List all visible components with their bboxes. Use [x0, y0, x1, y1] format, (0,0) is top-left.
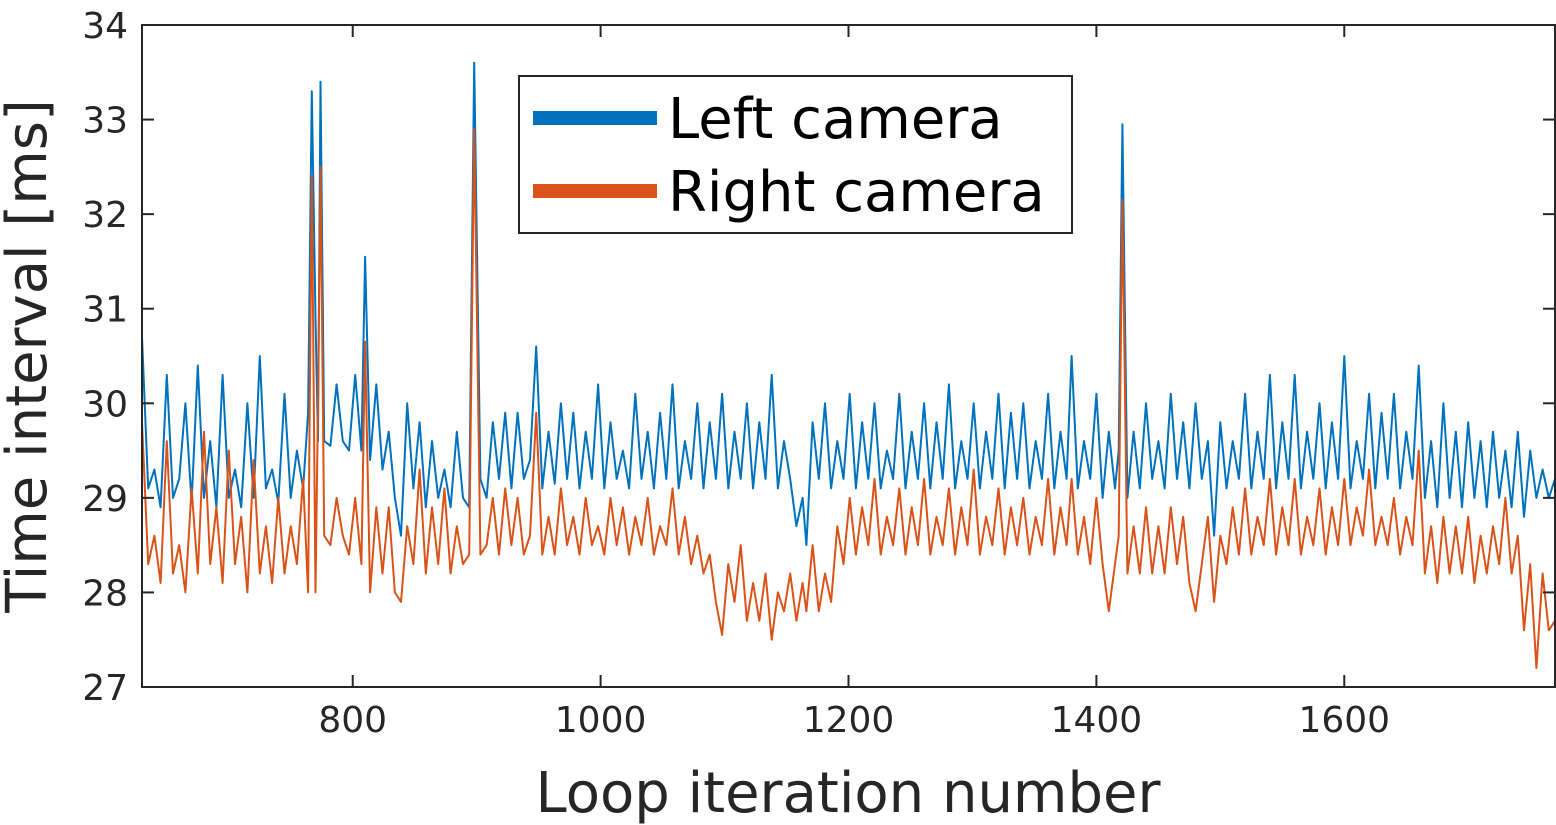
legend: Left camera Right camera — [518, 75, 1073, 234]
y-tick-label: 33 — [82, 101, 128, 142]
series-line-right-camera — [141, 128, 1556, 670]
y-tick-label: 29 — [82, 479, 128, 520]
y-tick-label: 34 — [82, 6, 128, 47]
legend-box — [518, 75, 1073, 234]
x-tick-label: 1400 — [1051, 700, 1143, 741]
legend-label-right-camera: Right camera — [668, 160, 1045, 225]
x-tick-label: 1000 — [555, 700, 647, 741]
y-tick-label: 27 — [82, 668, 128, 709]
x-axis-ticks: 800 1000 1200 1400 1600 — [318, 25, 1390, 741]
series-layer — [141, 61, 1556, 670]
y-tick-label: 31 — [82, 290, 128, 331]
y-tick-label: 30 — [82, 384, 128, 425]
x-axis-label: Loop iteration number — [535, 761, 1161, 825]
legend-label-left-camera: Left camera — [668, 87, 1003, 152]
y-tick-label: 32 — [82, 195, 128, 236]
x-tick-label: 1600 — [1298, 700, 1390, 741]
y-axis-label: Time interval [ms] — [0, 99, 60, 614]
y-axis-ticks: 27 28 29 30 31 32 33 34 — [82, 6, 1555, 709]
x-tick-label: 1200 — [803, 700, 895, 741]
x-tick-label: 800 — [318, 700, 387, 741]
series-line-left-camera — [141, 61, 1556, 547]
y-tick-label: 28 — [82, 573, 128, 614]
